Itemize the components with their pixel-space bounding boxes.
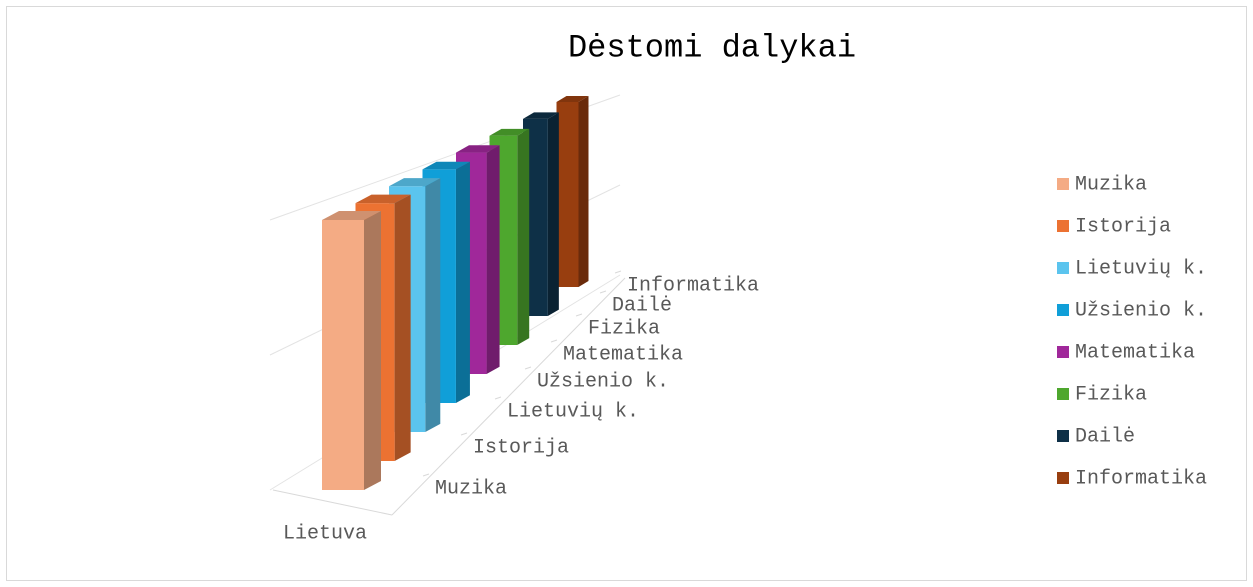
- series-axis-label: Muzika: [435, 477, 507, 500]
- bar-side: [425, 178, 441, 432]
- legend-swatch: [1057, 178, 1069, 190]
- floor-edge: [272, 489, 393, 516]
- legend-label: Užsienio k.: [1075, 299, 1207, 322]
- bar-side: [364, 211, 381, 490]
- series-axis-label: Lietuvių k.: [507, 400, 639, 423]
- legend-label: Dailė: [1075, 425, 1135, 448]
- bar-top: [489, 128, 530, 136]
- bar-side: [394, 194, 411, 462]
- series-axis-label: Užsienio k.: [537, 370, 669, 393]
- legend-label: Muzika: [1075, 173, 1147, 196]
- series-axis-tick: [614, 270, 622, 274]
- bar-side: [547, 112, 559, 316]
- series-axis-label: Dailė: [612, 294, 672, 317]
- x-tick-label: Lietuva: [283, 522, 367, 545]
- chart-title: Dėstomi dalykai: [568, 29, 856, 66]
- legend-label: Informatika: [1075, 467, 1207, 490]
- bar-side: [578, 96, 589, 287]
- series-axis-label: Fizika: [588, 317, 660, 340]
- legend-swatch: [1057, 304, 1069, 316]
- series-axis-tick: [524, 366, 532, 370]
- legend-label: Fizika: [1075, 383, 1147, 406]
- legend-label: Lietuvių k.: [1075, 257, 1207, 280]
- legend-label: Matematika: [1075, 341, 1195, 364]
- series-axis-tick: [494, 396, 502, 400]
- bar: [556, 102, 579, 287]
- series-axis-tick: [460, 432, 468, 436]
- bar: [322, 220, 364, 490]
- legend-swatch: [1057, 388, 1069, 400]
- series-axis-label: Matematika: [563, 343, 683, 366]
- series-axis-tick: [575, 313, 583, 317]
- bar-top: [389, 178, 441, 187]
- legend-swatch: [1057, 346, 1069, 358]
- series-axis-tick: [422, 473, 430, 477]
- series-axis-label: Informatika: [627, 274, 759, 297]
- bar-side: [517, 128, 530, 345]
- bar-top: [556, 96, 589, 102]
- series-axis-tick: [550, 339, 558, 343]
- legend-swatch: [1057, 472, 1069, 484]
- legend-swatch: [1057, 220, 1069, 232]
- bar-side: [455, 161, 470, 403]
- legend-swatch: [1057, 262, 1069, 274]
- bar-side: [486, 145, 500, 374]
- bar-top: [456, 145, 500, 153]
- floor-edge: [391, 277, 626, 516]
- bar-top: [355, 194, 411, 204]
- legend-label: Istorija: [1075, 215, 1171, 238]
- chart-frame: [6, 6, 1247, 581]
- series-axis-tick: [599, 290, 607, 294]
- series-axis-label: Istorija: [473, 436, 569, 459]
- legend-swatch: [1057, 430, 1069, 442]
- bar-top: [422, 161, 470, 170]
- bar-top: [322, 211, 381, 220]
- bar-top: [523, 112, 559, 119]
